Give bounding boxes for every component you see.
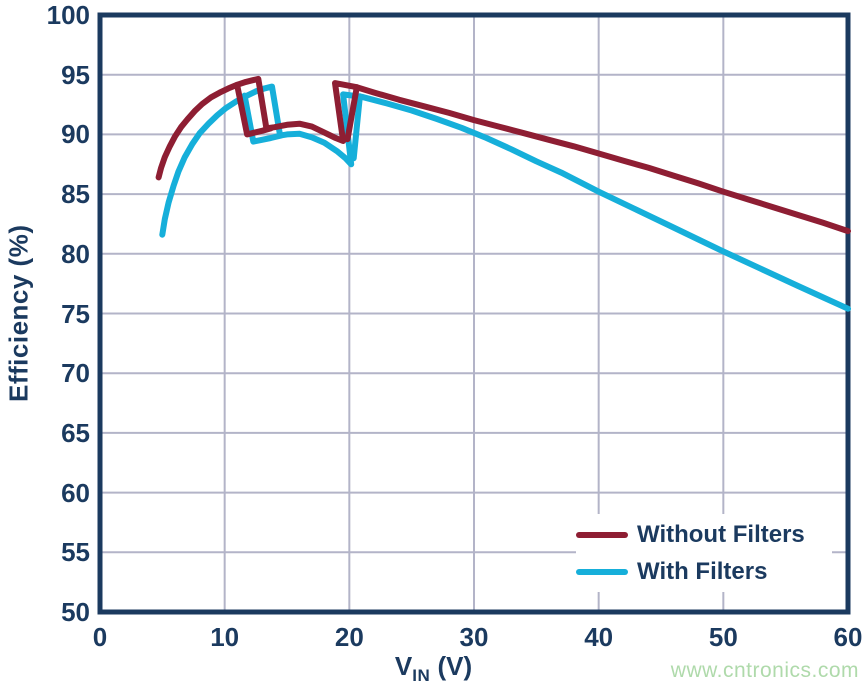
legend-line-swatch <box>576 568 628 575</box>
y-tick-label: 75 <box>61 298 90 329</box>
y-tick-label: 50 <box>61 597 90 627</box>
x-tick-label: 40 <box>584 622 614 652</box>
x-tick-label: 20 <box>334 622 364 652</box>
legend-line-swatch <box>576 531 628 538</box>
y-tick-label: 65 <box>61 417 90 448</box>
y-tick-label: 60 <box>61 477 90 508</box>
y-tick-label: 70 <box>61 358 90 389</box>
x-axis-title-unit: (V) <box>430 651 473 681</box>
legend-item: Without Filters <box>576 521 832 549</box>
series-line-without-filters <box>344 84 360 143</box>
x-axis-title: VIN (V) <box>0 651 867 686</box>
x-tick-label: 50 <box>708 622 738 652</box>
series-line-with-filters <box>350 93 363 162</box>
x-axis-title-subscript: IN <box>412 666 431 685</box>
y-tick-label: 80 <box>61 238 90 269</box>
x-axis-title-main: V <box>394 651 413 681</box>
y-tick-label: 100 <box>46 0 90 30</box>
plot-border <box>97 12 851 615</box>
y-tick-label: 55 <box>61 537 90 568</box>
series-line-with-filters <box>241 92 284 145</box>
series-line-with-filters <box>159 83 851 312</box>
series-line-without-filters <box>234 81 274 138</box>
x-tick-label: 0 <box>92 622 108 652</box>
legend-label: Without Filters <box>637 520 805 548</box>
legend-item: With Filters <box>576 558 832 586</box>
x-tick-label: 30 <box>459 622 489 652</box>
x-tick-label: 60 <box>833 622 863 652</box>
y-tick-label: 95 <box>61 59 90 90</box>
y-tick-label: 90 <box>61 119 90 150</box>
series-line-without-filters <box>155 75 851 235</box>
legend: Without Filters With Filters <box>576 514 832 592</box>
watermark-text: www.cntronics.com <box>670 659 859 682</box>
legend-label: With Filters <box>637 557 768 585</box>
x-tick-label: 10 <box>210 622 240 652</box>
y-tick-label: 85 <box>61 179 90 210</box>
